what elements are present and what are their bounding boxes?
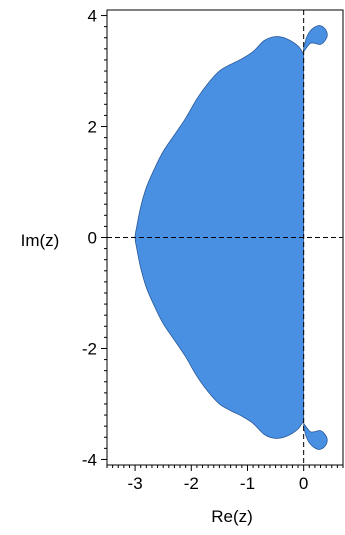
axes-layer <box>107 10 343 465</box>
y-tick-label: -4 <box>82 450 97 469</box>
x-tick-label: -2 <box>184 474 199 493</box>
y-tick-label: -2 <box>82 339 97 358</box>
plot-area <box>106 9 344 466</box>
x-tick-label: -3 <box>128 474 143 493</box>
stability-region-bottom-lobe <box>303 422 328 450</box>
x-axis-title: Re(z) <box>211 507 253 526</box>
y-tick-label: 4 <box>88 7 97 26</box>
stability-region-top-lobe <box>303 25 328 53</box>
x-tick-label: -1 <box>240 474 255 493</box>
ticks-layer: -3 -2 -1 0 -4 -2 0 2 4 <box>82 7 344 493</box>
y-tick-label: 0 <box>88 229 97 248</box>
y-axis-title: Im(z) <box>21 231 60 250</box>
x-tick-label: 0 <box>299 474 308 493</box>
y-tick-label: 2 <box>88 118 97 137</box>
